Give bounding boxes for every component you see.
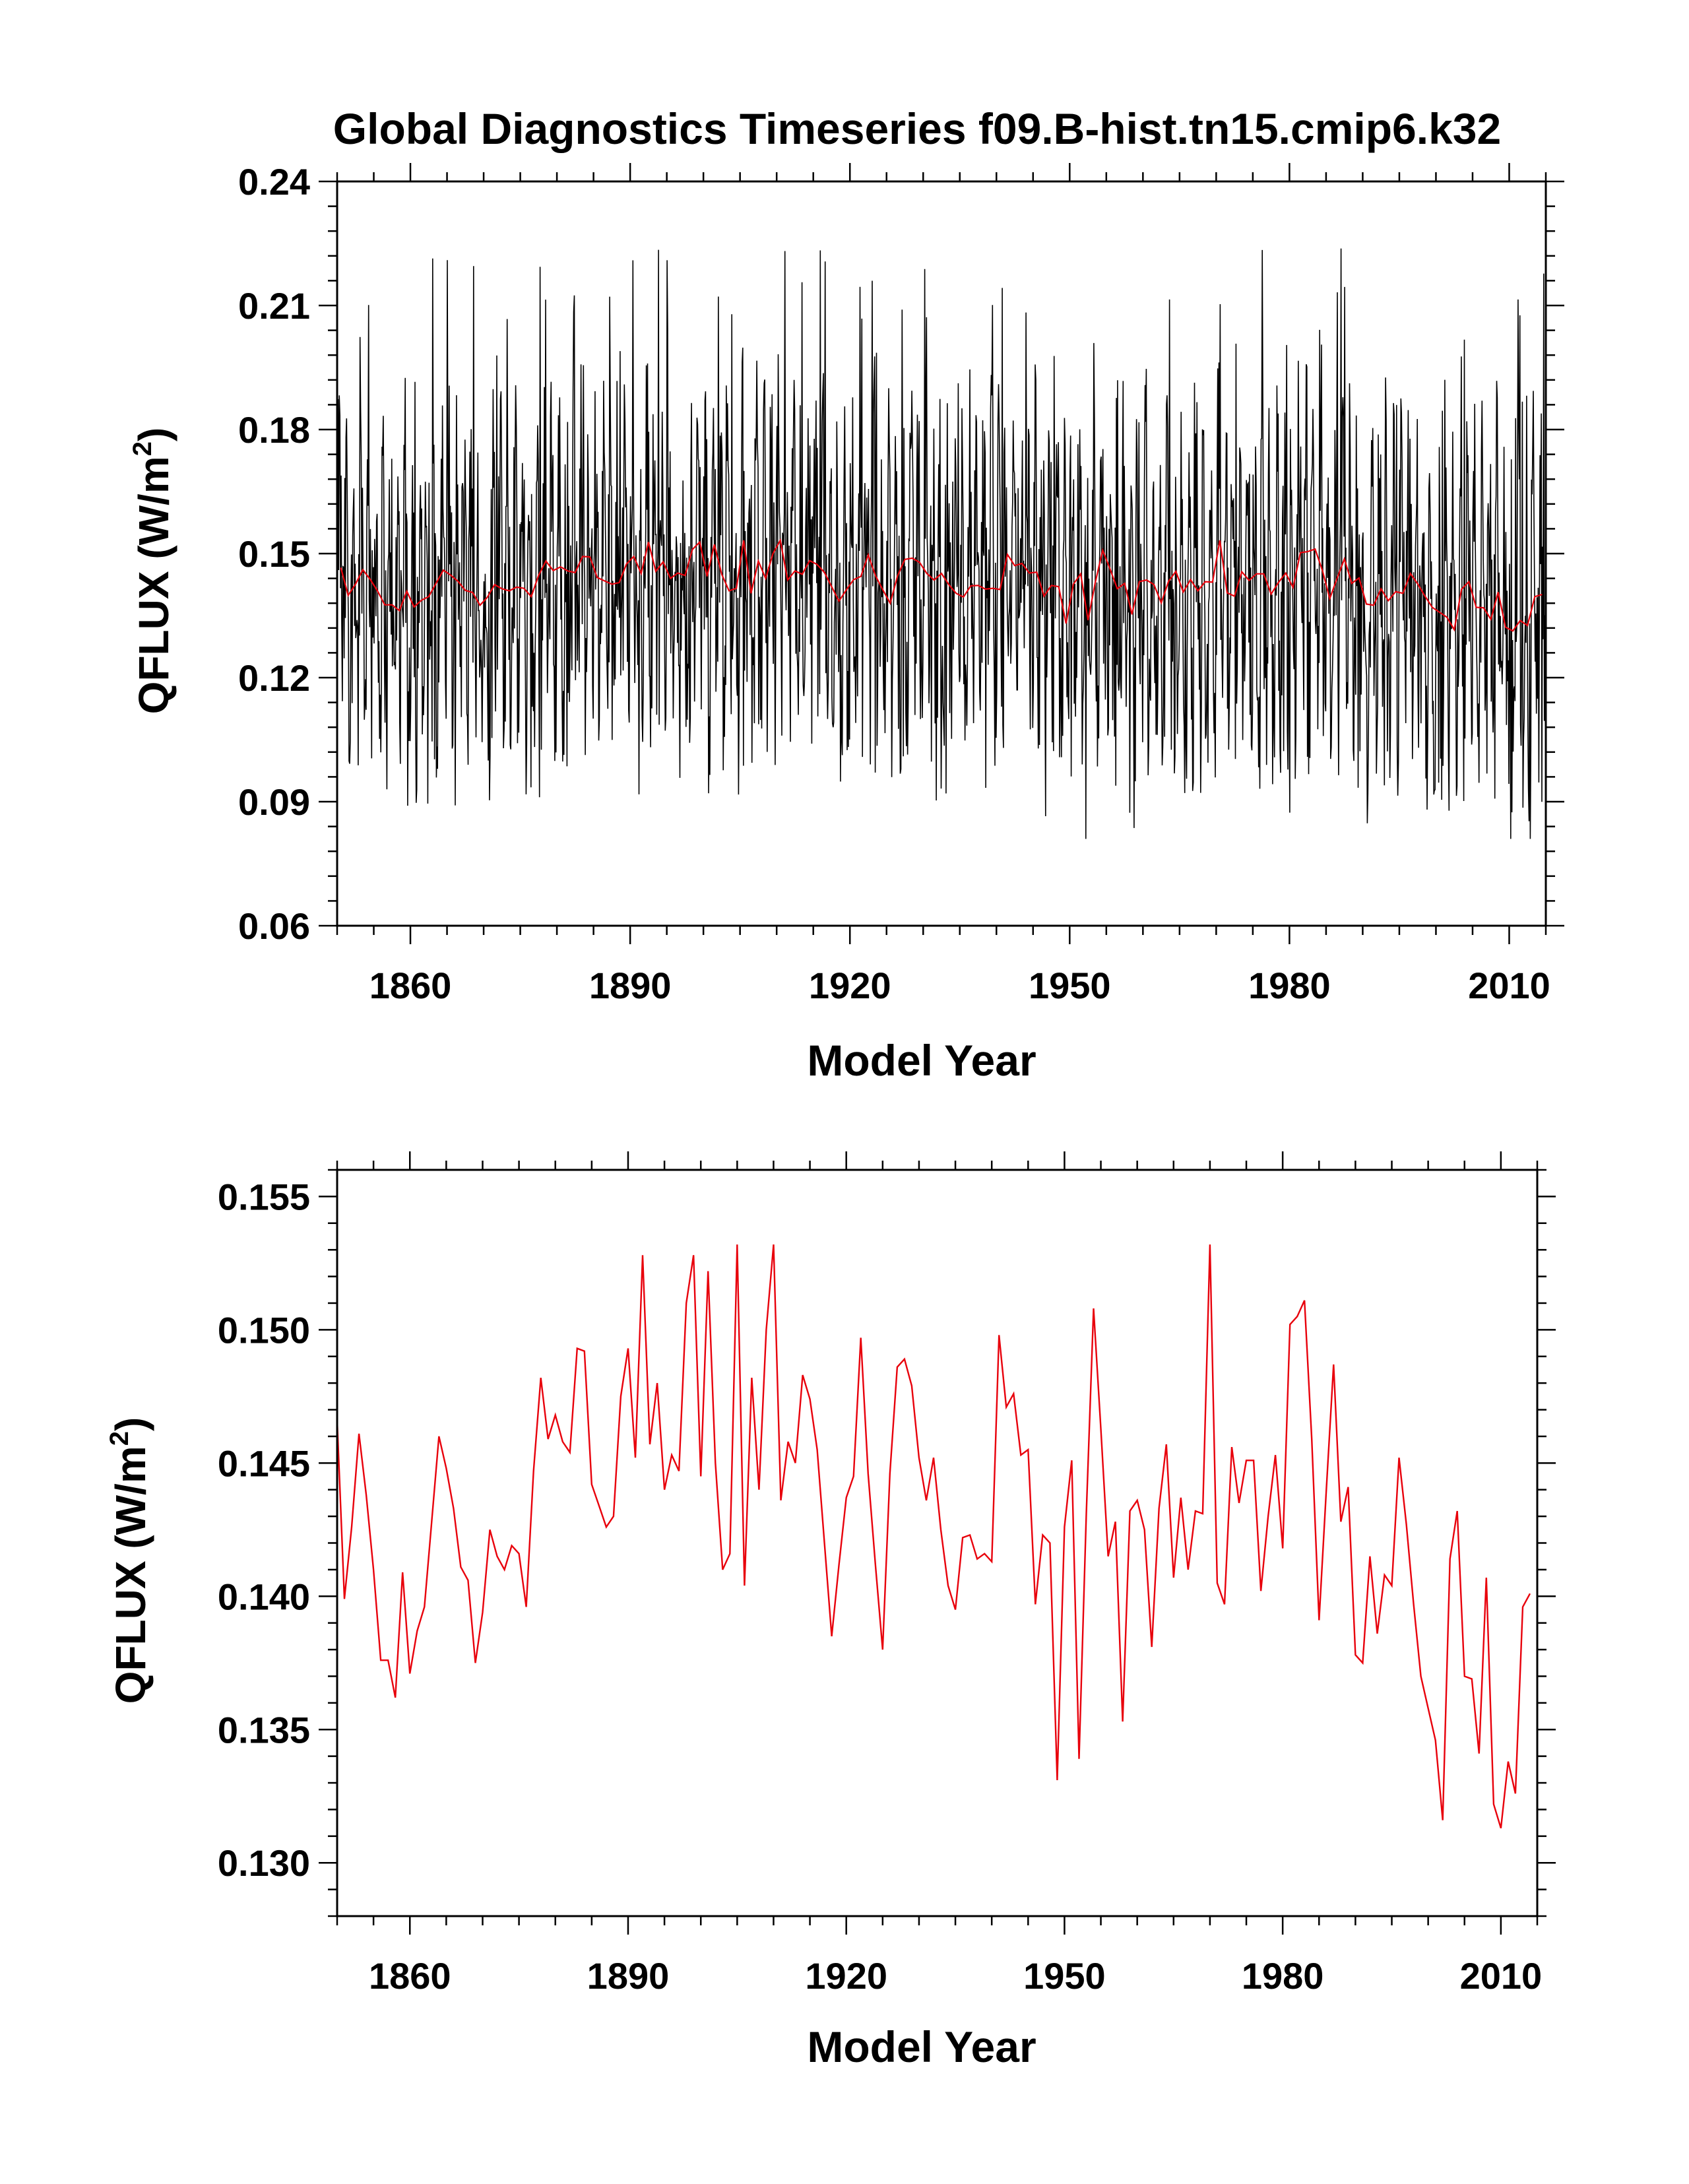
top-ylabel-close: ) <box>130 428 177 441</box>
bottom-chart-axes: 1860 1890 1920 1950 1980 2010 0.130 0.135 0.140 0… <box>218 1151 1556 1997</box>
y-tick-label: 0.15 <box>238 533 310 575</box>
top-ylabel: QFLUX (W/m2) <box>128 428 177 715</box>
x-tick-label: 1860 <box>369 1955 451 1997</box>
x-tick-label: 1890 <box>587 1955 670 1997</box>
annual-series-line-top <box>340 538 1543 632</box>
y-tick-label: 0.21 <box>238 285 310 327</box>
bottom-ylabel: QFLUX (W/m2) <box>105 1417 154 1704</box>
x-tick-label: 2010 <box>1460 1955 1543 1997</box>
plot-frame <box>336 1169 1539 1917</box>
bottom-ylabel-sup: 2 <box>105 1431 134 1446</box>
annual-line-top <box>340 538 1543 632</box>
y-tick-label: 0.145 <box>218 1442 310 1484</box>
y-tick-label: 0.140 <box>218 1576 310 1617</box>
y-tick-label: 0.155 <box>218 1176 310 1217</box>
x-tick-label: 2010 <box>1468 965 1550 1006</box>
annual-timeseries-chart: 1860 1890 1920 1950 1980 2010 0.130 0.135 0.140 0… <box>105 1151 1556 2071</box>
top-chart-axes: 1860 1890 1920 1950 1980 2010 0.06 0.09 0.12 0.15… <box>238 161 1564 1006</box>
x-tick-label: 1860 <box>369 965 452 1006</box>
x-tick-label: 1980 <box>1248 965 1331 1006</box>
x-tick-label: 1890 <box>589 965 672 1006</box>
bottom-ylabel-main: QFLUX (W/m <box>107 1446 154 1704</box>
x-tick-label: 1920 <box>805 1955 887 1997</box>
x-tick-label: 1950 <box>1023 1955 1106 1997</box>
top-xlabel: Model Year <box>807 1036 1036 1085</box>
y-tick-label: 0.18 <box>238 409 310 451</box>
annual-line-bottom <box>336 1244 1531 1829</box>
monthly-timeseries-chart: 1860 1890 1920 1950 1980 2010 0.06 0.09 0.12 0.15… <box>128 161 1564 1085</box>
y-tick-label: 0.06 <box>238 905 310 947</box>
annual-series-line-bottom <box>336 1244 1531 1829</box>
top-ylabel-sup: 2 <box>128 441 157 456</box>
x-tick-label: 1920 <box>809 965 891 1006</box>
figure-title: Global Diagnostics Timeseries f09.B-hist… <box>333 104 1501 153</box>
bottom-ylabel-close: ) <box>107 1417 154 1431</box>
y-tick-label: 0.130 <box>218 1842 310 1884</box>
monthly-series-line <box>336 248 1546 839</box>
monthly-line <box>336 248 1546 839</box>
y-tick-label: 0.09 <box>238 781 310 823</box>
plot-frame <box>336 180 1547 927</box>
y-tick-label: 0.135 <box>218 1709 310 1750</box>
x-tick-label: 1950 <box>1029 965 1111 1006</box>
bottom-xlabel: Model Year <box>807 2022 1036 2071</box>
top-ylabel-main: QFLUX (W/m <box>130 456 177 714</box>
y-tick-label: 0.24 <box>238 161 310 203</box>
y-tick-label: 0.150 <box>218 1309 310 1351</box>
x-tick-label: 1980 <box>1242 1955 1324 1997</box>
y-tick-label: 0.12 <box>238 657 310 699</box>
